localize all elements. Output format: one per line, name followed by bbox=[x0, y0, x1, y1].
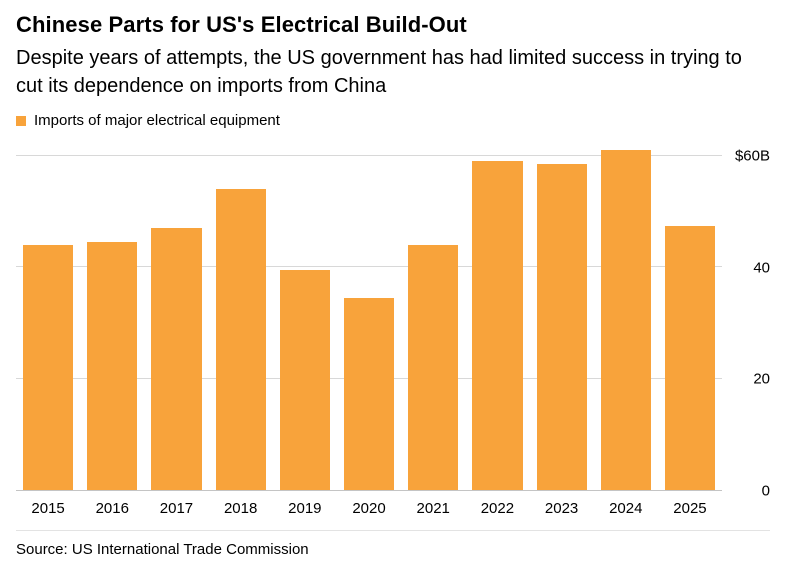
legend-label: Imports of major electrical equipment bbox=[34, 112, 280, 130]
x-tick-label-2020: 2020 bbox=[352, 500, 386, 518]
plot-area bbox=[16, 139, 722, 492]
bar-cell-2025 bbox=[658, 139, 722, 491]
bar-2019 bbox=[279, 270, 330, 491]
bar-cell-2020 bbox=[337, 139, 401, 491]
x-tick-label-2021: 2021 bbox=[416, 500, 450, 518]
y-tick-label-60: $60B bbox=[734, 147, 770, 165]
x-tick-label-2025: 2025 bbox=[673, 500, 707, 518]
x-tick-label-2015: 2015 bbox=[31, 500, 65, 518]
bar-cell-2023 bbox=[530, 139, 594, 491]
x-tick-label-2017: 2017 bbox=[159, 500, 194, 518]
bar-2016 bbox=[87, 242, 138, 491]
bar-2021 bbox=[408, 245, 459, 491]
bar-cell-2024 bbox=[594, 139, 658, 491]
bar-2023 bbox=[536, 164, 587, 491]
bar-2017 bbox=[151, 228, 202, 491]
gridline-60 bbox=[16, 154, 722, 156]
x-tick-label-2023: 2023 bbox=[544, 500, 579, 518]
legend: Imports of major electrical equipment bbox=[16, 112, 770, 129]
x-tick-label-2022: 2022 bbox=[480, 500, 515, 518]
gridline-40 bbox=[16, 266, 722, 268]
bar-cell-2018 bbox=[209, 139, 273, 491]
bar-cell-2015 bbox=[16, 139, 80, 491]
y-tick-label-20: 20 bbox=[753, 370, 770, 388]
bar-cell-2021 bbox=[401, 139, 465, 491]
source-note: Source: US International Trade Commissio… bbox=[16, 530, 770, 558]
bar-chart: 0 20 40 $60B bbox=[16, 139, 770, 499]
bar-cell-2019 bbox=[273, 139, 337, 491]
bar-2020 bbox=[343, 297, 395, 491]
bar-2024 bbox=[600, 150, 651, 491]
bar-2025 bbox=[664, 225, 716, 491]
bar-cell-2022 bbox=[465, 139, 529, 491]
y-axis-labels: 0 20 40 $60B bbox=[722, 139, 770, 498]
x-tick-label-2019: 2019 bbox=[288, 500, 322, 518]
bar-2018 bbox=[215, 189, 266, 491]
legend-swatch-icon bbox=[16, 115, 26, 126]
chart-card: Chinese Parts for US's Electrical Build-… bbox=[16, 12, 770, 558]
x-tick-label-2018: 2018 bbox=[223, 500, 258, 518]
y-tick-label-40: 40 bbox=[753, 259, 770, 277]
bar-cell-2017 bbox=[144, 139, 208, 491]
y-tick-label-0: 0 bbox=[761, 482, 770, 500]
bar-2015 bbox=[23, 245, 74, 491]
bar-cell-2016 bbox=[80, 139, 144, 491]
chart-subtitle: Despite years of attempts, the US govern… bbox=[16, 47, 742, 97]
chart-title: Chinese Parts for US's Electrical Build-… bbox=[16, 12, 467, 37]
x-tick-label-2024: 2024 bbox=[609, 500, 643, 518]
bar-2022 bbox=[472, 161, 523, 491]
x-tick-label-2016: 2016 bbox=[95, 500, 129, 518]
x-axis-labels: 2015 2016 2017 2018 2019 2020 2021 2022 2023 2024… bbox=[16, 491, 722, 517]
